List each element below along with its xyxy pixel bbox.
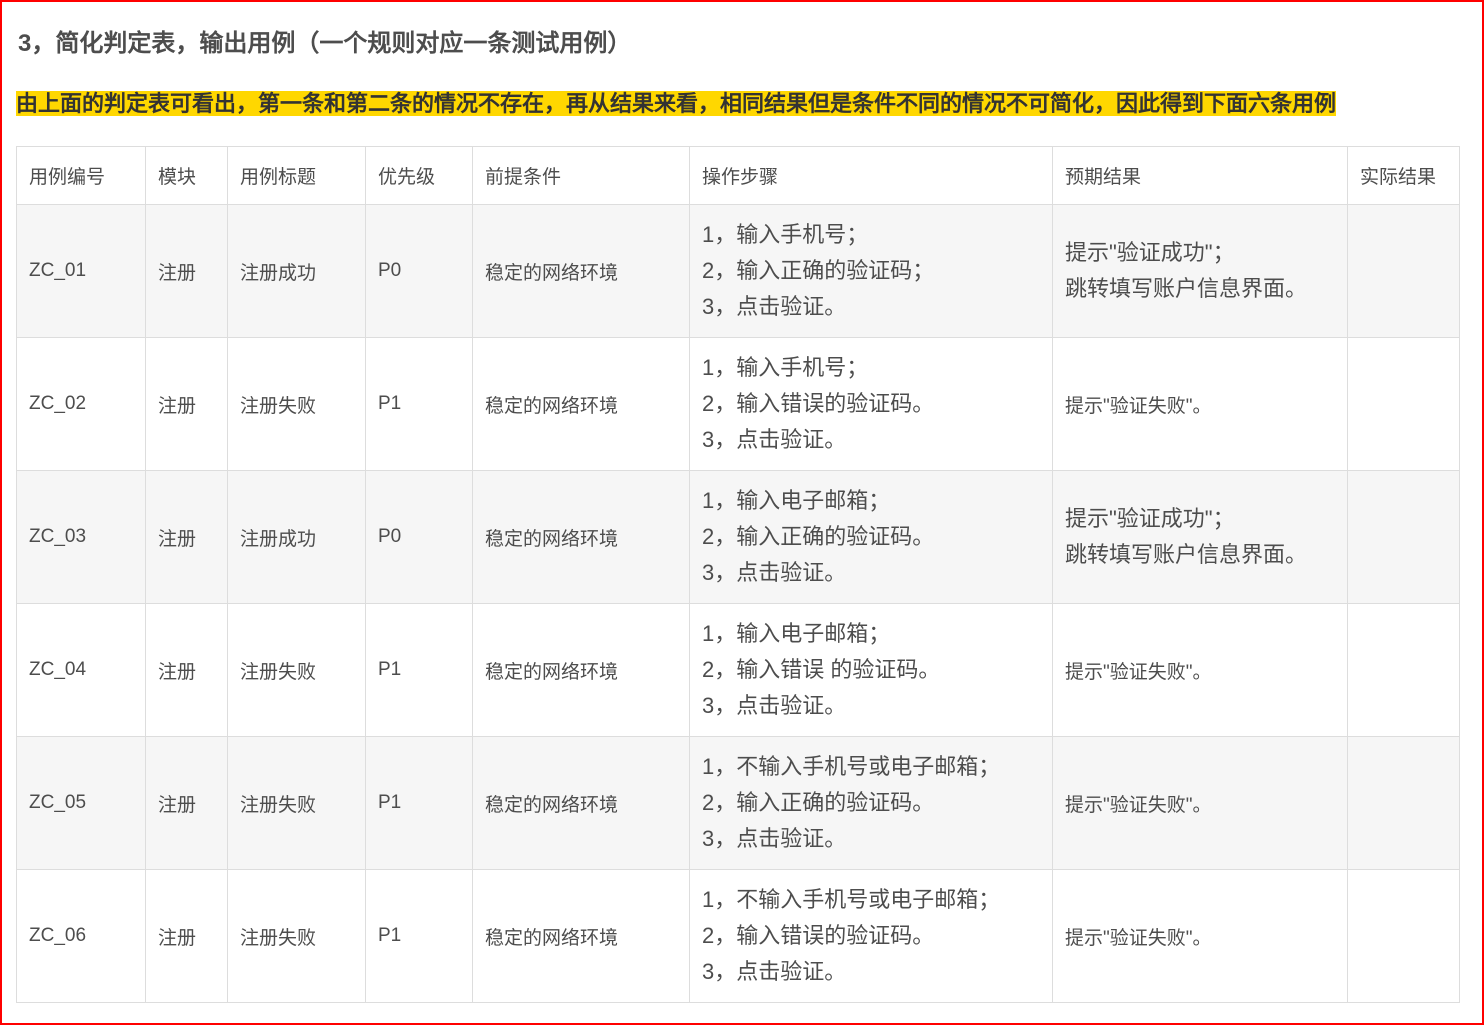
- cell-steps: 1，输入手机号； 2，输入错误的验证码。 3，点击验证。: [689, 337, 1053, 471]
- cell-steps-line: 1，不输入手机号或电子邮箱；: [702, 754, 1001, 779]
- cell-steps: 1，不输入手机号或电子邮箱； 2，输入错误的验证码。 3，点击验证。: [689, 869, 1053, 1003]
- table-row: ZC_06 注册 注册失败 P1 稳定的网络环境 1，不输入手机号或电子邮箱； 2，输入错误…: [16, 869, 1460, 1003]
- cell-steps: 1，输入电子邮箱； 2，输入正确的验证码。 3，点击验证。: [689, 470, 1053, 604]
- cell-title: 注册成功: [227, 204, 366, 338]
- cell-title: 注册失败: [227, 337, 366, 471]
- test-case-table: 用例编号 模块 用例标题 优先级 前提条件 操作步骤 预期结果 实际结果 ZC_01 注册 注册成…: [16, 146, 1460, 1003]
- cell-steps-line: 2，输入错误的验证码。: [702, 391, 935, 416]
- cell-steps-line: 3，点击验证。: [702, 294, 847, 319]
- cell-expected-line: 提示"验证失败"。: [1065, 661, 1212, 683]
- header-col-module: 模块: [145, 146, 228, 205]
- cell-expected-line: 跳转填写账户信息界面。: [1065, 276, 1308, 301]
- cell-precondition: 稳定的网络环境: [472, 869, 690, 1003]
- cell-module: 注册: [145, 869, 228, 1003]
- cell-expected: 提示"验证失败"。: [1052, 736, 1348, 870]
- cell-steps-line: 1，输入手机号；: [702, 355, 869, 380]
- header-col-precondition: 前提条件: [472, 146, 690, 205]
- cell-actual: [1347, 337, 1460, 471]
- table-header-row: 用例编号 模块 用例标题 优先级 前提条件 操作步骤 预期结果 实际结果: [16, 146, 1460, 205]
- cell-steps: 1，输入电子邮箱； 2，输入错误 的验证码。 3，点击验证。: [689, 603, 1053, 737]
- cell-steps-line: 3，点击验证。: [702, 427, 847, 452]
- cell-id: ZC_06: [16, 869, 146, 1003]
- cell-expected: 提示"验证失败"。: [1052, 337, 1348, 471]
- cell-expected: 提示"验证失败"。: [1052, 603, 1348, 737]
- cell-module: 注册: [145, 470, 228, 604]
- cell-id: ZC_02: [16, 337, 146, 471]
- cell-steps-line: 3，点击验证。: [702, 693, 847, 718]
- cell-steps-line: 1，不输入手机号或电子邮箱；: [702, 887, 1001, 912]
- cell-precondition: 稳定的网络环境: [472, 470, 690, 604]
- section-heading: 3，简化判定表，输出用例（一个规则对应一条测试用例）: [18, 30, 632, 57]
- cell-steps-line: 3，点击验证。: [702, 826, 847, 851]
- cell-expected-line: 提示"验证失败"。: [1065, 927, 1212, 949]
- cell-priority: P1: [365, 337, 473, 471]
- table-row: ZC_02 注册 注册失败 P1 稳定的网络环境 1，输入手机号； 2，输入错误的验证码。 3…: [16, 337, 1460, 471]
- cell-steps-line: 1，输入手机号；: [702, 222, 869, 247]
- table-row: ZC_03 注册 注册成功 P0 稳定的网络环境 1，输入电子邮箱； 2，输入正确的验证码。…: [16, 470, 1460, 604]
- cell-actual: [1347, 470, 1460, 604]
- cell-steps-line: 3，点击验证。: [702, 560, 847, 585]
- cell-actual: [1347, 204, 1460, 338]
- cell-steps-line: 2，输入正确的验证码。: [702, 790, 935, 815]
- cell-steps: 1，输入手机号； 2，输入正确的验证码； 3，点击验证。: [689, 204, 1053, 338]
- cell-expected-line: 提示"验证失败"。: [1065, 794, 1212, 816]
- table-row: ZC_01 注册 注册成功 P0 稳定的网络环境 1，输入手机号； 2，输入正确的验证码； 3…: [16, 204, 1460, 338]
- header-col-steps: 操作步骤: [689, 146, 1053, 205]
- cell-steps-line: 1，输入电子邮箱；: [702, 488, 891, 513]
- header-col-priority: 优先级: [365, 146, 473, 205]
- cell-module: 注册: [145, 337, 228, 471]
- cell-precondition: 稳定的网络环境: [472, 337, 690, 471]
- cell-priority: P1: [365, 603, 473, 737]
- cell-steps-line: 2，输入正确的验证码；: [702, 258, 935, 283]
- cell-module: 注册: [145, 204, 228, 338]
- cell-title: 注册失败: [227, 869, 366, 1003]
- cell-title: 注册失败: [227, 603, 366, 737]
- cell-steps-line: 2，输入错误的验证码。: [702, 923, 935, 948]
- cell-id: ZC_03: [16, 470, 146, 604]
- cell-priority: P0: [365, 204, 473, 338]
- header-col-id: 用例编号: [16, 146, 146, 205]
- cell-precondition: 稳定的网络环境: [472, 204, 690, 338]
- cell-actual: [1347, 869, 1460, 1003]
- cell-expected: 提示"验证成功"； 跳转填写账户信息界面。: [1052, 204, 1348, 338]
- cell-expected-line: 提示"验证失败"。: [1065, 395, 1212, 417]
- cell-expected: 提示"验证失败"。: [1052, 869, 1348, 1003]
- cell-actual: [1347, 603, 1460, 737]
- cell-steps: 1，不输入手机号或电子邮箱； 2，输入正确的验证码。 3，点击验证。: [689, 736, 1053, 870]
- cell-expected-line: 跳转填写账户信息界面。: [1065, 542, 1308, 567]
- header-col-title: 用例标题: [227, 146, 366, 205]
- cell-priority: P0: [365, 470, 473, 604]
- cell-id: ZC_01: [16, 204, 146, 338]
- cell-steps-line: 3，点击验证。: [702, 959, 847, 984]
- table-row: ZC_05 注册 注册失败 P1 稳定的网络环境 1，不输入手机号或电子邮箱； 2，输入正确…: [16, 736, 1460, 870]
- highlight-note-text: 由上面的判定表可看出，第一条和第二条的情况不存在，再从结果来看，相同结果但是条件…: [16, 91, 1337, 116]
- cell-id: ZC_05: [16, 736, 146, 870]
- table-row: ZC_04 注册 注册失败 P1 稳定的网络环境 1，输入电子邮箱； 2，输入错误 的验证码…: [16, 603, 1460, 737]
- cell-priority: P1: [365, 736, 473, 870]
- header-col-actual: 实际结果: [1347, 146, 1460, 205]
- cell-title: 注册失败: [227, 736, 366, 870]
- cell-steps-line: 2，输入错误 的验证码。: [702, 657, 941, 682]
- cell-precondition: 稳定的网络环境: [472, 736, 690, 870]
- cell-expected-line: 提示"验证成功"；: [1065, 240, 1235, 265]
- cell-priority: P1: [365, 869, 473, 1003]
- cell-id: ZC_04: [16, 603, 146, 737]
- cell-steps-line: 2，输入正确的验证码。: [702, 524, 935, 549]
- cell-module: 注册: [145, 736, 228, 870]
- header-col-expected: 预期结果: [1052, 146, 1348, 205]
- cell-steps-line: 1，输入电子邮箱；: [702, 621, 891, 646]
- cell-module: 注册: [145, 603, 228, 737]
- cell-expected: 提示"验证成功"； 跳转填写账户信息界面。: [1052, 470, 1348, 604]
- highlight-note: 由上面的判定表可看出，第一条和第二条的情况不存在，再从结果来看，相同结果但是条件…: [16, 88, 1337, 120]
- cell-expected-line: 提示"验证成功"；: [1065, 506, 1235, 531]
- cell-actual: [1347, 736, 1460, 870]
- cell-precondition: 稳定的网络环境: [472, 603, 690, 737]
- cell-title: 注册成功: [227, 470, 366, 604]
